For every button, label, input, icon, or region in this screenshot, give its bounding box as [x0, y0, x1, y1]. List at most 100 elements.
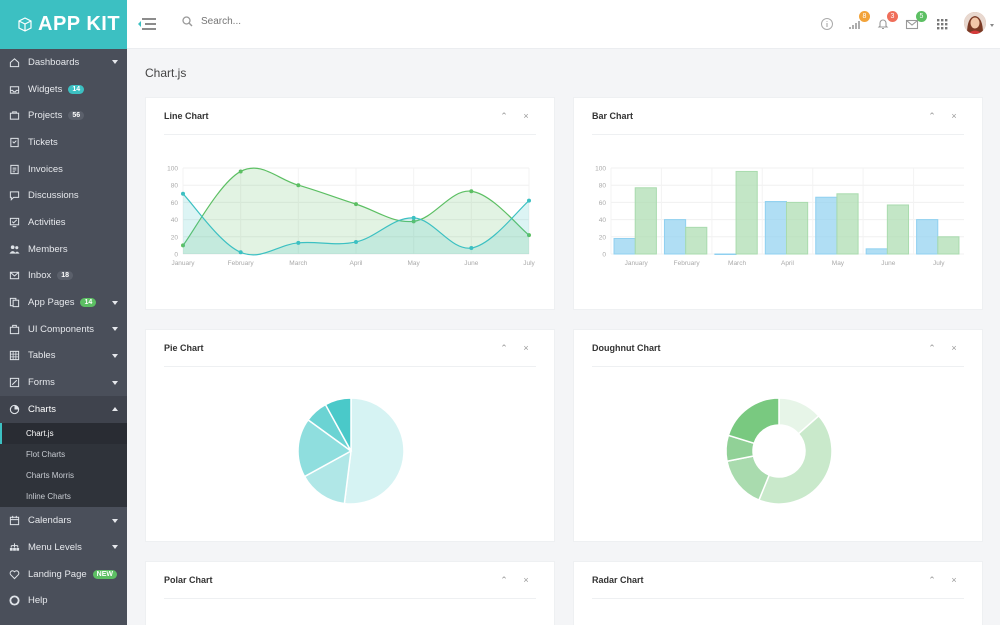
radar-chart-card: Radar Chart ⌃ × — [573, 561, 983, 625]
pie-chart — [297, 397, 405, 505]
sidebar-item-calendars[interactable]: Calendars — [0, 507, 127, 534]
ticket-icon — [8, 136, 20, 148]
slice — [297, 418, 353, 478]
chevron-down-icon[interactable] — [990, 24, 994, 27]
sidebar-item-tickets[interactable]: Tickets — [0, 129, 127, 156]
sidebar-item-help[interactable]: Help — [0, 587, 127, 614]
sidebar-badge: NEW — [92, 569, 117, 579]
bar — [735, 170, 758, 255]
sidebar-badge: 56 — [68, 111, 85, 121]
search-input[interactable] — [201, 16, 351, 27]
bar — [916, 219, 939, 255]
page-title: Chart.js — [145, 66, 187, 80]
card-title: Line Chart — [164, 111, 209, 121]
x-tick-label: July — [933, 260, 945, 267]
sidebar-item-activities[interactable]: Activities — [0, 209, 127, 236]
bar — [815, 196, 838, 255]
sidebar-item-label: Forms — [28, 377, 55, 389]
home-icon — [8, 56, 20, 68]
close-icon[interactable]: × — [951, 575, 957, 585]
brand-logo[interactable]: APP KIT — [0, 0, 127, 49]
x-tick-label: May — [408, 260, 421, 267]
submenu-item-flot-charts[interactable]: Flot Charts — [26, 449, 66, 459]
invoice-icon — [8, 163, 20, 175]
submenu-item-chart-js[interactable]: Chart.js — [0, 422, 127, 444]
data-point — [354, 202, 358, 207]
form-icon — [8, 377, 20, 389]
sidebar-item-projects[interactable]: Projects 56 — [0, 102, 127, 129]
data-point — [296, 240, 301, 245]
collapse-icon[interactable]: ⌃ — [500, 575, 508, 585]
sidebar-item-widgets[interactable]: Widgets 14 — [0, 76, 127, 103]
sidebar-item-label: Menu Levels — [28, 541, 82, 553]
sidebar-item-app-pages[interactable]: App Pages 14 — [0, 289, 127, 316]
search-box[interactable] — [182, 16, 351, 27]
cube-icon — [18, 17, 32, 32]
bar — [764, 201, 787, 255]
data-point — [238, 169, 243, 174]
sidebar-item-label: Widgets — [28, 83, 63, 95]
collapse-icon[interactable]: ⌃ — [500, 111, 508, 121]
mail-button[interactable]: 5 — [904, 11, 927, 32]
sidebar-item-members[interactable]: Members — [0, 236, 127, 263]
menu-toggle-icon[interactable] — [137, 16, 157, 32]
slice — [727, 397, 780, 445]
sidebar-item-discussions[interactable]: Discussions — [0, 182, 127, 209]
close-icon[interactable]: × — [523, 343, 529, 353]
x-tick-label: June — [881, 260, 895, 267]
line-chart: 0 20 40 60 80 100 January February March April May… — [167, 166, 535, 268]
x-tick-label: January — [171, 260, 195, 267]
apps-grid-icon[interactable] — [934, 16, 950, 32]
sidebar-item-landing-page[interactable]: Landing Page NEW — [0, 561, 127, 588]
sidebar: Dashboards Widgets 14 Projects 56 Tickets Invo… — [0, 49, 127, 625]
card-title: Bar Chart — [592, 111, 634, 121]
close-icon[interactable]: × — [523, 111, 529, 121]
sidebar-item-forms[interactable]: Forms — [0, 369, 127, 396]
sidebar-item-dashboards[interactable]: Dashboards — [0, 49, 127, 76]
mail-icon — [8, 270, 20, 282]
y-tick-label: 100 — [167, 166, 178, 173]
data-point — [181, 191, 185, 196]
close-icon[interactable]: × — [951, 343, 957, 353]
chevron-down-icon — [112, 60, 118, 65]
sidebar-item-label: Calendars — [28, 515, 72, 527]
x-tick-label: June — [464, 260, 478, 267]
x-tick-label: March — [289, 260, 307, 267]
sidebar-item-inbox[interactable]: Inbox 18 — [0, 263, 127, 290]
collapse-icon[interactable]: ⌃ — [500, 343, 508, 353]
collapse-icon[interactable]: ⌃ — [928, 575, 936, 585]
user-portrait-icon — [964, 12, 986, 34]
sidebar-item-menu-levels[interactable]: Menu Levels — [0, 534, 127, 561]
sidebar-item-tables[interactable]: Tables — [0, 343, 127, 370]
data-point — [469, 245, 474, 250]
envelope-icon — [905, 19, 919, 30]
collapse-icon[interactable]: ⌃ — [928, 343, 936, 353]
submenu-item-charts-morris[interactable]: Charts Morris — [26, 471, 75, 481]
bar — [634, 187, 657, 255]
close-icon[interactable]: × — [523, 575, 529, 585]
close-icon[interactable]: × — [951, 111, 957, 121]
brand-name: APP KIT — [38, 13, 121, 35]
info-icon[interactable] — [819, 16, 835, 32]
data-point — [181, 243, 185, 248]
sidebar-item-label: Help — [28, 595, 48, 607]
chevron-down-icon — [112, 380, 118, 385]
doughnut-chart-card: Doughnut Chart ⌃ × — [573, 329, 983, 542]
data-point — [527, 198, 531, 203]
notifications-button[interactable]: 3 — [875, 11, 898, 32]
avatar[interactable] — [964, 12, 986, 34]
sidebar-item-ui-components[interactable]: UI Components — [0, 316, 127, 343]
sidebar-item-label: App Pages — [28, 297, 75, 309]
collapse-icon[interactable]: ⌃ — [928, 111, 936, 121]
sidebar-item-label: Charts — [28, 403, 56, 415]
briefcase-icon — [8, 110, 20, 122]
analytics-button[interactable]: 8 — [847, 11, 870, 32]
sidebar-item-charts[interactable]: Charts — [0, 395, 127, 423]
bar-chart: 0 20 40 60 80 100 January February March April May… — [595, 166, 964, 267]
chevron-down-icon — [112, 300, 118, 305]
sidebar-item-invoices[interactable]: Invoices — [0, 156, 127, 183]
submenu-item-inline-charts[interactable]: Inline Charts — [26, 492, 71, 502]
analytics-badge: 8 — [859, 11, 870, 22]
heart-icon — [8, 568, 20, 580]
bar — [613, 238, 636, 255]
